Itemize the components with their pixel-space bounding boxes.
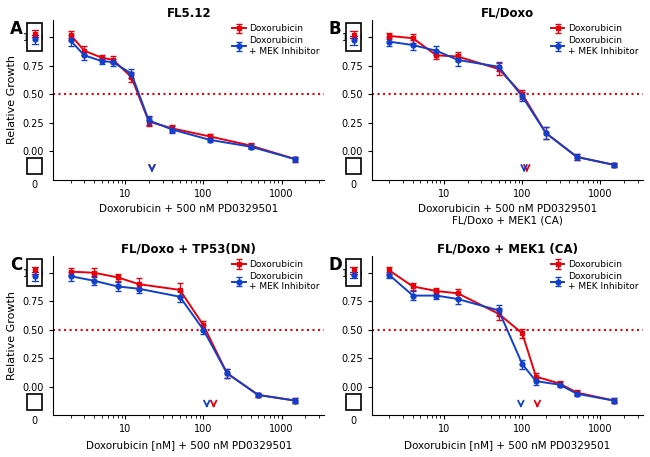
Title: FL/Doxo + TP53(DN): FL/Doxo + TP53(DN) xyxy=(122,243,256,255)
Bar xyxy=(346,158,361,174)
Legend: Doxorubicin, Doxorubicin
+ MEK Inhibitor: Doxorubicin, Doxorubicin + MEK Inhibitor xyxy=(551,260,638,291)
Text: 0: 0 xyxy=(32,181,38,191)
Bar xyxy=(27,259,42,287)
Y-axis label: Relative Growth: Relative Growth xyxy=(7,291,17,380)
Title: FL5.12: FL5.12 xyxy=(166,7,211,20)
Text: D: D xyxy=(329,255,343,274)
Legend: Doxorubicin, Doxorubicin
+ MEK Inhibitor: Doxorubicin, Doxorubicin + MEK Inhibitor xyxy=(551,25,638,56)
Text: B: B xyxy=(329,20,341,38)
Bar xyxy=(346,394,361,410)
X-axis label: Doxorubicin + 500 nM PD0329501
FL/Doxo + MEK1 (CA): Doxorubicin + 500 nM PD0329501 FL/Doxo +… xyxy=(418,204,597,226)
Title: FL/Doxo: FL/Doxo xyxy=(481,7,534,20)
Text: 0: 0 xyxy=(32,416,38,426)
Bar xyxy=(346,23,361,51)
Text: C: C xyxy=(10,255,22,274)
Bar xyxy=(346,259,361,287)
Bar xyxy=(27,23,42,51)
X-axis label: Doxorubicin [nM] + 500 nM PD0329501: Doxorubicin [nM] + 500 nM PD0329501 xyxy=(404,440,610,450)
Text: A: A xyxy=(10,20,23,38)
Y-axis label: Relative Growth: Relative Growth xyxy=(7,55,17,144)
X-axis label: Doxorubicin [nM] + 500 nM PD0329501: Doxorubicin [nM] + 500 nM PD0329501 xyxy=(86,440,292,450)
Text: 0: 0 xyxy=(350,181,357,191)
X-axis label: Doxorubicin + 500 nM PD0329501: Doxorubicin + 500 nM PD0329501 xyxy=(99,204,278,214)
Bar xyxy=(27,158,42,174)
Text: 0: 0 xyxy=(350,416,357,426)
Legend: Doxorubicin, Doxorubicin
+ MEK Inhibitor: Doxorubicin, Doxorubicin + MEK Inhibitor xyxy=(232,25,320,56)
Title: FL/Doxo + MEK1 (CA): FL/Doxo + MEK1 (CA) xyxy=(437,243,578,255)
Bar xyxy=(27,394,42,410)
Legend: Doxorubicin, Doxorubicin
+ MEK Inhibitor: Doxorubicin, Doxorubicin + MEK Inhibitor xyxy=(232,260,320,291)
